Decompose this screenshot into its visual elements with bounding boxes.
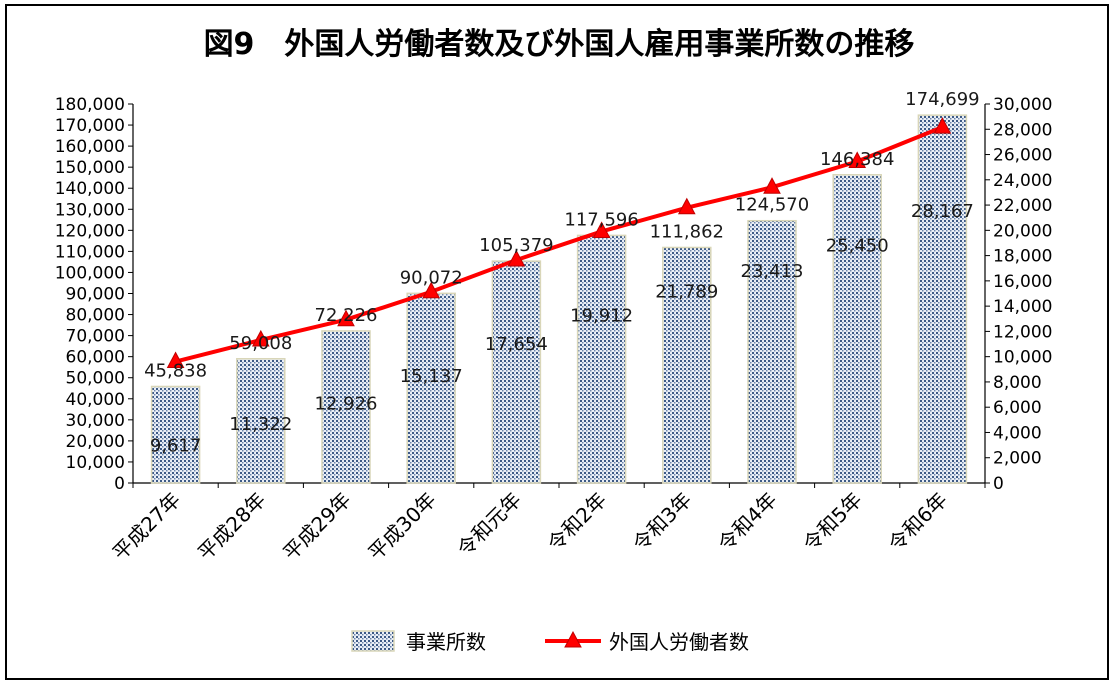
y-right-tick-label: 10,000 [993, 348, 1052, 368]
legend: 事業所数 外国人労働者数 [351, 630, 749, 654]
line-series [166, 117, 952, 369]
y-right-tick-label: 14,000 [993, 297, 1052, 317]
y-right-tick-label: 8,000 [993, 373, 1042, 393]
y-right-tick-label: 28,000 [993, 120, 1052, 140]
x-tick-label: 令和5年 [798, 488, 866, 556]
line-value-label: 11,322 [229, 414, 292, 435]
x-tick-label: 令和元年 [452, 488, 526, 562]
bar [832, 174, 882, 484]
line-value-label: 17,654 [485, 334, 548, 355]
y-right-tick-label: 4,000 [993, 423, 1042, 443]
y-right-tick-label: 26,000 [993, 146, 1052, 166]
y-left-tick-label: 120,000 [55, 221, 125, 241]
bar [747, 219, 797, 484]
line-marker [763, 177, 781, 194]
y-left-tick-label: 40,000 [66, 390, 125, 410]
line-value-label: 19,912 [570, 305, 633, 326]
bar-value-label: 146,384 [820, 149, 894, 170]
y-left-tick-label: 70,000 [66, 327, 125, 347]
y-left-tick-label: 20,000 [66, 432, 125, 452]
y-left-tick-label: 90,000 [66, 285, 125, 305]
y-right-tick-label: 16,000 [993, 272, 1052, 292]
bar-value-label: 174,699 [905, 89, 979, 110]
y-left-tick-label: 130,000 [55, 200, 125, 220]
axes: 010,00020,00030,00040,00050,00060,00070,… [55, 95, 1053, 565]
y-left-tick-label: 180,000 [55, 95, 125, 115]
legend-label-line: 外国人労働者数 [609, 630, 749, 654]
line-path [175, 125, 944, 364]
line-marker [592, 221, 611, 238]
y-right-tick-label: 18,000 [993, 247, 1052, 267]
line-value-label: 15,137 [400, 366, 463, 387]
line-value-label: 28,167 [911, 201, 974, 222]
bar-value-label: 59,008 [229, 333, 292, 354]
bar [576, 234, 627, 484]
x-tick-label: 平成29年 [278, 488, 355, 565]
bar-value-label: 72,226 [315, 305, 378, 326]
y-left-tick-label: 10,000 [66, 453, 125, 473]
y-left-tick-label: 100,000 [55, 263, 125, 283]
x-tick-label: 令和3年 [628, 488, 696, 556]
legend-swatch-bars [351, 630, 395, 652]
line-value-label: 25,450 [826, 235, 889, 256]
y-right-tick-label: 12,000 [993, 322, 1052, 342]
bar-value-label: 90,072 [400, 267, 463, 288]
y-right-tick-label: 0 [993, 474, 1004, 494]
legend-line-marker [564, 630, 582, 648]
legend-label-bars: 事業所数 [406, 630, 486, 654]
y-left-tick-label: 30,000 [66, 411, 125, 431]
line-marker [166, 351, 185, 369]
y-left-tick-label: 160,000 [55, 137, 125, 157]
x-tick-label: 令和4年 [713, 488, 781, 556]
line-marker [933, 117, 952, 134]
bar [662, 246, 712, 484]
x-tick-label: 平成27年 [108, 488, 185, 565]
bar [406, 292, 456, 484]
line-value-label: 12,926 [315, 394, 378, 415]
y-right-tick-label: 30,000 [993, 95, 1052, 115]
x-tick-label: 令和6年 [884, 488, 952, 556]
y-left-tick-label: 170,000 [55, 116, 125, 136]
line-value-label: 9,617 [150, 436, 202, 457]
y-left-tick-label: 50,000 [66, 369, 125, 389]
y-left-tick-label: 140,000 [55, 179, 125, 199]
y-right-tick-label: 2,000 [993, 449, 1042, 469]
x-tick-label: 平成28年 [193, 488, 270, 565]
bar [150, 385, 201, 484]
y-right-tick-label: 22,000 [993, 196, 1052, 216]
line-marker [848, 151, 867, 168]
y-right-tick-label: 20,000 [993, 221, 1052, 241]
bar-value-label: 124,570 [735, 195, 809, 216]
y-left-tick-label: 80,000 [66, 306, 125, 326]
bar [491, 260, 542, 484]
y-right-tick-label: 24,000 [993, 171, 1052, 191]
bar-value-label: 45,838 [144, 360, 207, 381]
line-value-label: 21,789 [655, 282, 718, 303]
bar [321, 330, 371, 484]
x-tick-label: 平成30年 [363, 488, 440, 565]
data-labels: 45,838 59,008 72,226 90,072 105,379 117,596 11… [144, 89, 980, 456]
bar [917, 114, 968, 484]
line-marker [507, 249, 526, 267]
line-marker [337, 309, 355, 327]
y-right-tick-label: 6,000 [993, 398, 1042, 418]
y-left-tick-label: 150,000 [55, 158, 125, 178]
line-value-label: 23,413 [741, 261, 804, 282]
y-left-tick-label: 0 [114, 474, 125, 494]
bar-value-label: 105,379 [479, 235, 553, 256]
bar-value-label: 111,862 [650, 221, 724, 242]
line-marker [422, 281, 441, 299]
y-left-tick-label: 110,000 [55, 242, 125, 262]
bar-value-label: 117,596 [564, 209, 638, 230]
x-tick-label: 令和2年 [543, 488, 611, 556]
bar [236, 358, 286, 484]
line-marker [251, 329, 270, 347]
y-left-tick-label: 60,000 [66, 348, 125, 368]
chart-title: 図9 外国人労働者数及び外国人雇用事業所数の推移 [204, 27, 915, 62]
line-marker [677, 197, 696, 215]
